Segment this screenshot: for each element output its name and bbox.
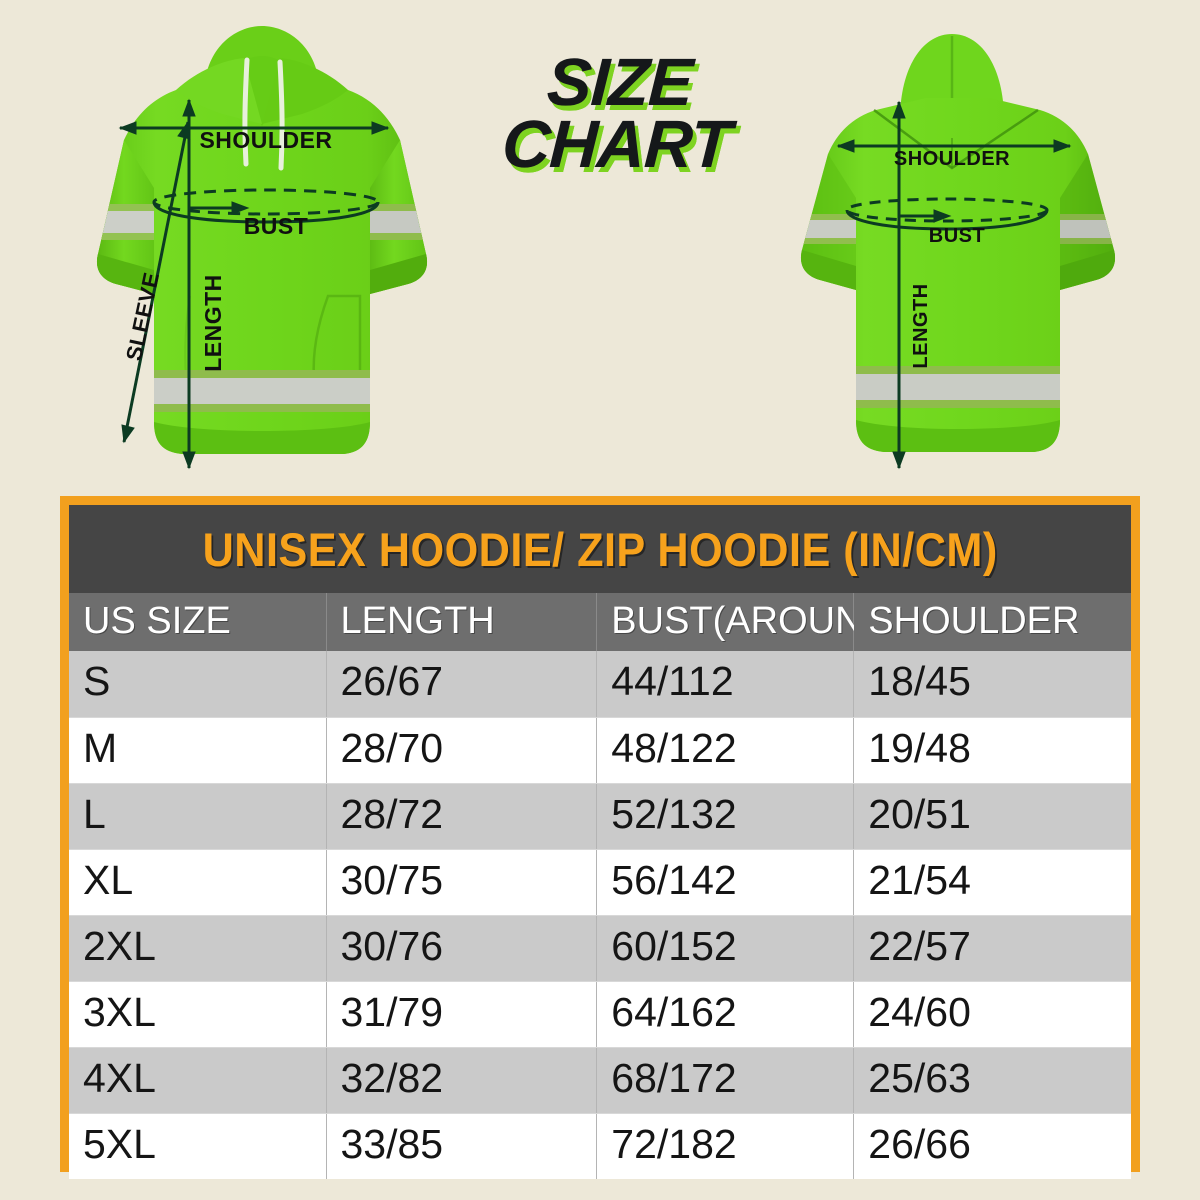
cell-length: 26/67 <box>326 651 598 718</box>
cell-shoulder: 24/60 <box>853 981 1131 1048</box>
hoodie-illustration-area: SHOULDER BUST LENGTH SLEEVE <box>0 0 1200 495</box>
table-row: 2XL 30/76 60/152 22/57 <box>69 915 1131 982</box>
cell-us-size: 2XL <box>69 915 327 982</box>
cell-us-size: M <box>69 717 327 784</box>
table-row: XL 30/75 56/142 21/54 <box>69 849 1131 916</box>
cell-shoulder: 25/63 <box>853 1047 1131 1114</box>
table-row: L 28/72 52/132 20/51 <box>69 783 1131 850</box>
size-chart-table: US SIZE LENGTH BUST(AROUND) SHOULDER S 26… <box>69 593 1131 1179</box>
cell-shoulder: 21/54 <box>853 849 1131 916</box>
table-header-row: US SIZE LENGTH BUST(AROUND) SHOULDER <box>69 593 1131 651</box>
cell-us-size: XL <box>69 849 327 916</box>
front-length-label: LENGTH <box>200 274 226 372</box>
cell-bust: 60/152 <box>596 915 855 982</box>
column-header-length: LENGTH <box>326 593 598 651</box>
cell-length: 30/75 <box>326 849 598 916</box>
table-row: 4XL 32/82 68/172 25/63 <box>69 1047 1131 1114</box>
table-row: S 26/67 44/112 18/45 <box>69 651 1131 718</box>
cell-length: 30/76 <box>326 915 598 982</box>
column-header-us-size: US SIZE <box>69 593 327 651</box>
back-bust-label: BUST <box>929 225 985 247</box>
size-chart-table-frame: UNISEX HOODIE/ ZIP HOODIE (IN/CM) US SIZ… <box>60 496 1140 1179</box>
cell-bust: 44/112 <box>596 651 855 718</box>
cell-us-size: L <box>69 783 327 850</box>
cell-us-size: S <box>69 651 327 718</box>
hoodie-front-illustration: SHOULDER BUST LENGTH SLEEVE <box>58 18 460 488</box>
table-row: 5XL 33/85 72/182 26/66 <box>69 1113 1131 1179</box>
measurement-overlay-back <box>836 100 1072 470</box>
cell-length: 28/72 <box>326 783 598 850</box>
cell-shoulder: 18/45 <box>853 651 1131 718</box>
cell-bust: 56/142 <box>596 849 855 916</box>
table-title-band: UNISEX HOODIE/ ZIP HOODIE (IN/CM) <box>69 505 1131 593</box>
back-shoulder-label: SHOULDER <box>894 148 1010 170</box>
hoodie-back-illustration: SHOULDER BUST LENGTH <box>752 18 1150 488</box>
cell-bust: 48/122 <box>596 717 855 784</box>
front-shoulder-label: SHOULDER <box>199 127 332 153</box>
column-header-shoulder: SHOULDER <box>853 593 1131 651</box>
cell-length: 33/85 <box>326 1113 598 1179</box>
cell-length: 28/70 <box>326 717 598 784</box>
cell-bust: 64/162 <box>596 981 855 1048</box>
cell-length: 31/79 <box>326 981 598 1048</box>
cell-length: 32/82 <box>326 1047 598 1114</box>
measurement-overlay-front <box>118 98 390 470</box>
cell-shoulder: 26/66 <box>853 1113 1131 1179</box>
headline-line-2: CHART <box>500 107 733 183</box>
front-bust-label: BUST <box>244 213 309 239</box>
cell-bust: 68/172 <box>596 1047 855 1114</box>
cell-shoulder: 20/51 <box>853 783 1131 850</box>
column-header-bust: BUST(AROUND) <box>596 593 903 651</box>
cell-shoulder: 19/48 <box>853 717 1131 784</box>
table-row: M 28/70 48/122 19/48 <box>69 717 1131 784</box>
size-chart-headline: SIZE CHART <box>465 45 772 183</box>
cell-us-size: 5XL <box>69 1113 327 1179</box>
hoodie-body-back <box>800 98 1116 452</box>
cell-shoulder: 22/57 <box>853 915 1131 982</box>
cell-bust: 52/132 <box>596 783 855 850</box>
table-title: UNISEX HOODIE/ ZIP HOODIE (IN/CM) <box>202 522 998 576</box>
back-length-label: LENGTH <box>910 283 932 368</box>
cell-us-size: 3XL <box>69 981 327 1048</box>
table-row: 3XL 31/79 64/162 24/60 <box>69 981 1131 1048</box>
cell-us-size: 4XL <box>69 1047 327 1114</box>
cell-bust: 72/182 <box>596 1113 855 1179</box>
